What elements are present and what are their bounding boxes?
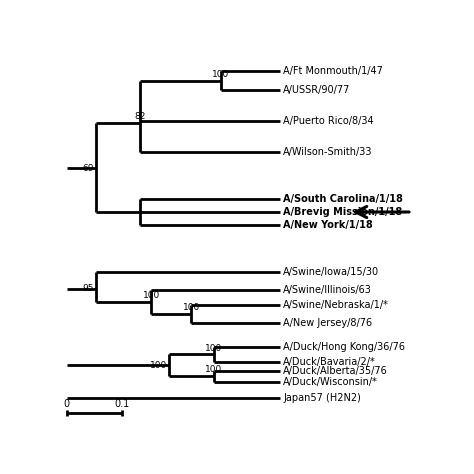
Text: A/Puerto Rico/8/34: A/Puerto Rico/8/34 bbox=[283, 116, 374, 126]
Text: 100: 100 bbox=[212, 70, 229, 79]
Text: A/Ft Monmouth/1/47: A/Ft Monmouth/1/47 bbox=[283, 66, 383, 76]
Text: 100: 100 bbox=[150, 361, 168, 370]
Text: A/Wilson-Smith/33: A/Wilson-Smith/33 bbox=[283, 147, 373, 157]
Text: 69: 69 bbox=[82, 164, 94, 173]
Text: A/Duck/Alberta/35/76: A/Duck/Alberta/35/76 bbox=[283, 366, 388, 376]
Text: A/South Carolina/1/18: A/South Carolina/1/18 bbox=[283, 194, 403, 204]
Text: A/Duck/Bavaria/2/*: A/Duck/Bavaria/2/* bbox=[283, 356, 376, 366]
Text: A/Duck/Wisconsin/*: A/Duck/Wisconsin/* bbox=[283, 377, 378, 387]
Text: A/USSR/90/77: A/USSR/90/77 bbox=[283, 85, 351, 95]
Text: A/Swine/Iowa/15/30: A/Swine/Iowa/15/30 bbox=[283, 267, 380, 277]
Text: A/Swine/Illinois/63: A/Swine/Illinois/63 bbox=[283, 285, 372, 295]
Text: A/New Jersey/8/76: A/New Jersey/8/76 bbox=[283, 319, 373, 328]
Text: A/Brevig Mission/1/18: A/Brevig Mission/1/18 bbox=[283, 207, 402, 217]
Text: 0: 0 bbox=[64, 399, 70, 409]
Text: 100: 100 bbox=[143, 292, 160, 301]
Text: 100: 100 bbox=[183, 303, 200, 312]
Text: A/Duck/Hong Kong/36/76: A/Duck/Hong Kong/36/76 bbox=[283, 342, 405, 352]
Text: A/Swine/Nebraska/1/*: A/Swine/Nebraska/1/* bbox=[283, 300, 389, 310]
Text: A/New York/1/18: A/New York/1/18 bbox=[283, 220, 373, 230]
Text: 100: 100 bbox=[205, 365, 222, 374]
Text: 100: 100 bbox=[205, 344, 222, 353]
Text: 82: 82 bbox=[135, 112, 146, 121]
Text: Japan57 (H2N2): Japan57 (H2N2) bbox=[283, 393, 361, 403]
Text: 95: 95 bbox=[82, 284, 94, 293]
Text: 0.1: 0.1 bbox=[114, 399, 129, 409]
